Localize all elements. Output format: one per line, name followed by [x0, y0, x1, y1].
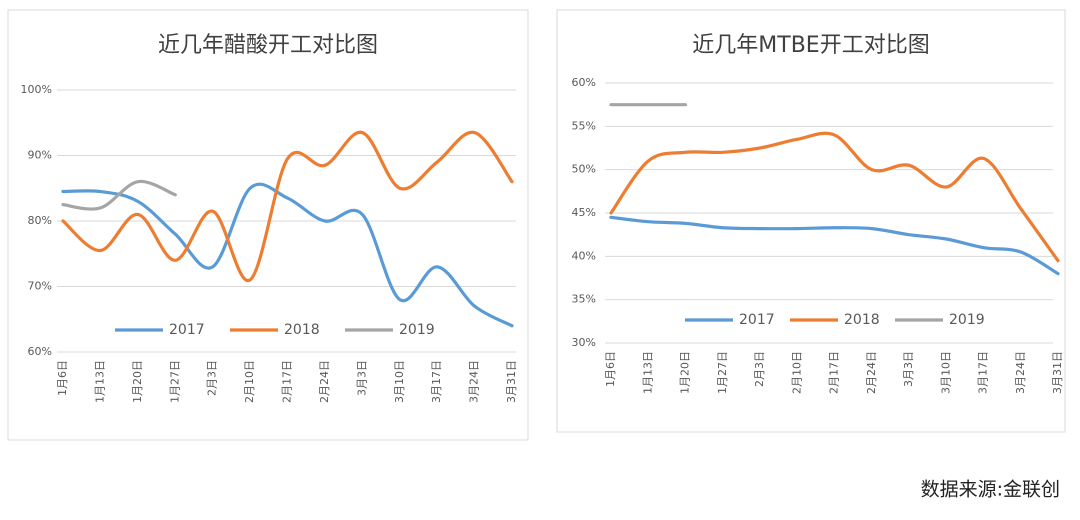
y-tick-label: 100%: [21, 83, 52, 96]
x-tick-label: 3月10日: [939, 351, 952, 394]
chart-title: 近几年醋酸开工对比图: [158, 33, 378, 58]
y-tick-label: 90%: [28, 149, 52, 162]
source: 数据来源:金联创: [921, 479, 1060, 501]
y-tick-label: 45%: [572, 206, 596, 219]
y-tick-label: 60%: [28, 345, 52, 358]
x-tick-label: 3月17日: [430, 360, 443, 403]
y-tick-label: 55%: [572, 119, 596, 132]
x-tick-label: 1月6日: [604, 351, 617, 387]
y-tick-label: 60%: [572, 76, 596, 89]
x-tick-label: 3月10日: [393, 360, 406, 403]
x-tick-label: 3月24日: [468, 360, 481, 403]
x-tick-label: 2月24日: [318, 360, 331, 403]
y-tick-label: 50%: [572, 163, 596, 176]
x-tick-label: 1月27日: [168, 360, 181, 403]
x-tick-label: 2月10日: [243, 360, 256, 403]
line-series: [609, 215, 1060, 276]
legend-label: 2019: [399, 322, 435, 338]
x-tick-label: 3月24日: [1014, 351, 1027, 394]
y-tick-label: 40%: [572, 249, 596, 262]
x-tick-label: 3月31日: [1051, 351, 1064, 394]
y-tick-label: 80%: [28, 214, 52, 227]
x-tick-label: 3月3日: [902, 351, 915, 387]
x-tick-label: 3月3日: [355, 360, 368, 396]
x-tick-label: 3月31日: [505, 360, 518, 403]
x-tick-label: 1月27日: [716, 351, 729, 394]
line-series: [61, 130, 514, 282]
y-tick-label: 70%: [28, 280, 52, 293]
x-tick-label: 1月6日: [56, 360, 69, 396]
legend-label: 2017: [169, 322, 205, 338]
line-series: [609, 131, 1060, 263]
x-tick-label: 2月10日: [790, 351, 803, 394]
x-tick-label: 1月13日: [93, 360, 106, 403]
legend-label: 2017: [739, 312, 775, 328]
x-tick-label: 2月3日: [753, 351, 766, 387]
y-tick-label: 30%: [572, 336, 596, 349]
x-tick-label: 2月3日: [206, 360, 219, 396]
x-tick-label: 1月20日: [679, 351, 692, 394]
x-tick-label: 1月13日: [641, 351, 654, 394]
x-tick-label: 1月20日: [131, 360, 144, 403]
legend-label: 2018: [284, 322, 320, 338]
x-tick-label: 2月17日: [281, 360, 294, 403]
chart-title: 近几年MTBE开工对比图: [692, 33, 929, 58]
line-series: [61, 182, 514, 328]
x-tick-label: 2月17日: [828, 351, 841, 394]
line-series: [61, 179, 177, 211]
legend-label: 2018: [844, 312, 880, 328]
x-tick-label: 2月24日: [865, 351, 878, 394]
y-tick-label: 35%: [572, 293, 596, 306]
legend-label: 2019: [949, 312, 985, 328]
x-tick-label: 3月17日: [977, 351, 990, 394]
